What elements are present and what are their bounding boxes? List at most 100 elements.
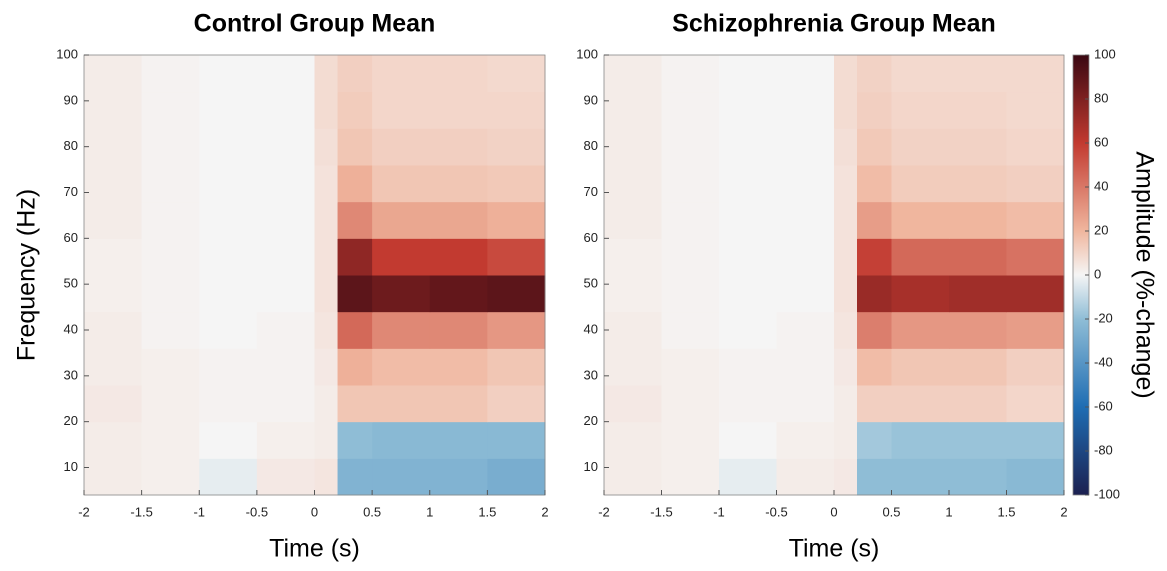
heatmap-cell [199,238,258,276]
heatmap-cell [719,311,777,349]
heatmap-cell [141,275,200,313]
heatmap-cell [891,458,950,496]
heatmap-cell [857,55,892,93]
heatmap-cell [719,55,777,93]
heatmap-cell [372,421,431,459]
heatmap-cell [661,421,720,459]
heatmap-cell [256,128,315,166]
heatmap-cell [256,165,315,203]
colorbar-label: Amplitude (%-change) [1130,151,1158,398]
heatmap-cell [314,385,339,423]
heatmap-cell [487,55,546,93]
colorbar-tick-label: 0 [1094,266,1101,281]
x-tick-label: 0.5 [882,504,900,519]
heatmap-cell [84,275,143,313]
x-tick-label: -2 [78,504,90,519]
heatmap-cell [834,421,858,459]
heatmap-cell [604,55,662,93]
heatmap-cell [776,311,835,349]
chart-title: Schizophrenia Group Mean [672,10,996,38]
heatmap-cell [256,458,315,496]
heatmap-cell [141,55,200,93]
heatmap-cell [337,348,373,386]
heatmap-cell [372,55,431,93]
heatmap-cell [891,128,950,166]
colorbar-tick-label: 80 [1094,90,1108,105]
heatmap-cell [199,55,258,93]
heatmap-cell [719,458,777,496]
heatmap-cell [487,201,546,239]
heatmap-cell [1006,421,1065,459]
heatmap-cell [857,165,892,203]
heatmap-cell [337,91,373,129]
heatmap-cell [487,421,546,459]
colorbar-tick-label: 100 [1094,46,1116,61]
x-tick-label: -2 [598,504,610,519]
heatmap-cell [314,238,339,276]
heatmap-cell [891,421,950,459]
heatmap-cell [857,311,892,349]
heatmap-cell [84,128,143,166]
heatmap-cell [719,385,777,423]
y-tick-label: 100 [576,46,598,61]
heatmap-cell [141,421,200,459]
heatmap-cell [776,275,835,313]
heatmap-cell [661,275,720,313]
heatmap-cell [1006,55,1065,93]
heatmap-cell [1006,238,1065,276]
heatmap-cell [949,311,1007,349]
y-tick-label: 60 [64,230,78,245]
heatmap-cell [84,385,143,423]
heatmap-cell [84,55,143,93]
heatmap-cell [834,275,858,313]
heatmap-cell [199,348,258,386]
heatmap-cell [429,55,488,93]
heatmap-cell [857,91,892,129]
heatmap-cell [1006,165,1065,203]
colorbar-tick-label: 20 [1094,222,1108,237]
y-tick-label: 40 [64,321,78,336]
y-tick-label: 10 [584,459,598,474]
heatmap-cell [1006,458,1065,496]
y-tick-label: 60 [584,230,598,245]
heatmap-cell [199,311,258,349]
heatmap-cell [891,385,950,423]
heatmap-cell [314,275,339,313]
heatmap-cell [141,385,200,423]
heatmap-cell [141,128,200,166]
heatmap-cell [776,91,835,129]
heatmap-cell [604,91,662,129]
heatmap-cell [199,165,258,203]
heatmap-cell [487,165,546,203]
heatmap-cell [372,91,431,129]
heatmap-cell [604,238,662,276]
heatmap-cell [719,91,777,129]
heatmap-cell [719,201,777,239]
x-tick-label: 2 [541,504,548,519]
heatmap-cell [891,238,950,276]
colorbar-tick-label: -80 [1094,442,1113,457]
heatmap-cell [604,348,662,386]
heatmap-cell [834,348,858,386]
x-axis-label: Time (s) [789,535,880,563]
y-tick-label: 20 [584,413,598,428]
heatmap-cell [256,385,315,423]
y-tick-label: 80 [64,138,78,153]
heatmap-cell [429,311,488,349]
heatmap-cell [949,458,1007,496]
heatmap-cell [891,348,950,386]
x-tick-label: -1 [713,504,725,519]
y-tick-label: 90 [64,92,78,107]
heatmap-cell [857,421,892,459]
heatmap-cell [776,128,835,166]
x-tick-label: 1 [426,504,433,519]
heatmap-cell [949,238,1007,276]
heatmap-cell [256,238,315,276]
heatmap-cell [834,128,858,166]
x-tick-label: 1.5 [478,504,496,519]
heatmap-cell [834,385,858,423]
heatmap-cell [337,311,373,349]
heatmap-cell [84,201,143,239]
heatmap-cell [372,165,431,203]
